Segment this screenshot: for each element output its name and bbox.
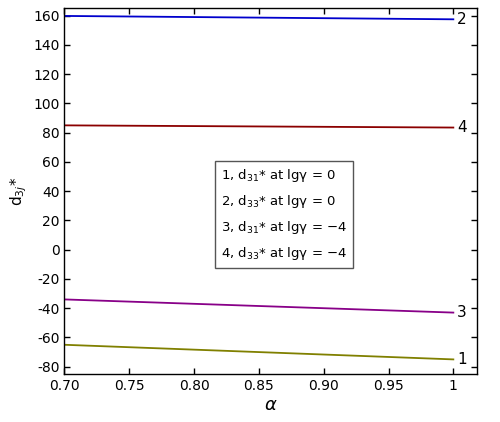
Text: 1, d$_{31}$* at lgγ = 0
2, d$_{33}$* at lgγ = 0
3, d$_{31}$* at lgγ = −4
4, d$_{: 1, d$_{31}$* at lgγ = 0 2, d$_{33}$* at … <box>221 168 347 262</box>
Text: 3: 3 <box>457 305 467 320</box>
Text: 2: 2 <box>457 12 467 27</box>
X-axis label: α: α <box>264 396 276 414</box>
Y-axis label: d$_{3j}$*: d$_{3j}$* <box>8 176 29 206</box>
Text: 1: 1 <box>457 352 467 367</box>
Text: 4: 4 <box>457 120 467 135</box>
